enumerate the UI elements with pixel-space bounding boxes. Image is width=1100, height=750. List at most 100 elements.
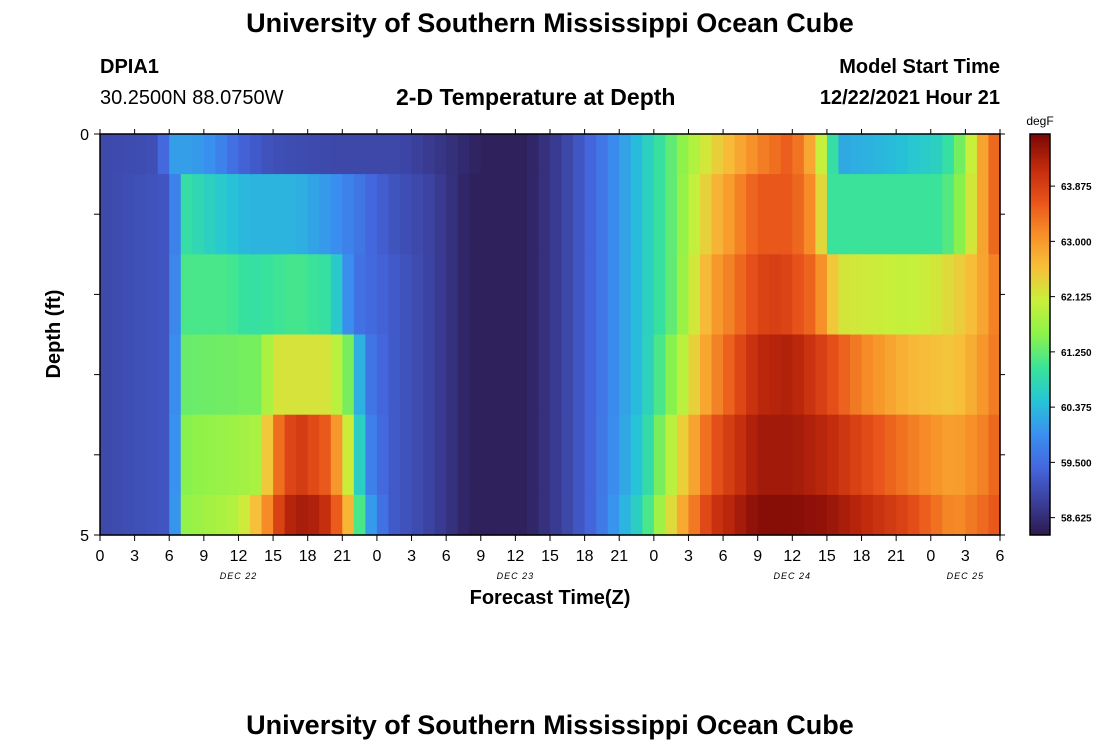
heatmap-cell — [861, 414, 874, 496]
heatmap-cell — [688, 174, 701, 255]
heatmap-cell — [607, 134, 620, 175]
heatmap-cell — [976, 334, 990, 416]
heatmap-cell — [538, 174, 551, 255]
heatmap-cell — [169, 334, 182, 416]
heatmap-cell — [584, 134, 597, 175]
heatmap-cell — [111, 134, 124, 175]
heatmap-cell — [123, 414, 136, 496]
heatmap-cell — [261, 414, 274, 496]
heatmap-cell — [457, 174, 470, 255]
heatmap-cell — [815, 134, 828, 175]
heatmap-cell — [561, 254, 574, 336]
x-tick-label: 6 — [165, 548, 174, 565]
heatmap-cell — [376, 494, 390, 536]
heatmap-cell — [238, 174, 251, 255]
heatmap-cell — [423, 174, 436, 255]
heatmap-cell — [434, 134, 447, 175]
heatmap-cell — [261, 254, 274, 336]
heatmap-cell — [423, 414, 436, 496]
heatmap-cell — [665, 254, 678, 336]
x-tick-label: 21 — [610, 548, 628, 565]
heatmap-cell — [411, 334, 424, 416]
heatmap-cell — [792, 254, 805, 336]
heatmap-cell — [111, 494, 124, 536]
heatmap-cell — [642, 134, 655, 175]
heatmap-cell — [919, 334, 932, 416]
heatmap-cell — [238, 254, 251, 336]
heatmap-cell — [792, 414, 805, 496]
heatmap-cell — [642, 254, 655, 336]
heatmap-cell — [296, 254, 309, 336]
heatmap-cell — [446, 414, 459, 496]
heatmap-cell — [792, 174, 805, 255]
heatmap-cell — [307, 174, 320, 255]
heatmap-cell — [838, 494, 851, 536]
heatmap-cell — [180, 254, 193, 336]
x-tick-label: 12 — [783, 548, 801, 565]
heatmap-cell — [953, 254, 966, 336]
heatmap-cell — [676, 334, 690, 416]
heatmap-cell — [930, 414, 943, 496]
heatmap-cell — [111, 414, 124, 496]
heatmap-cell — [469, 134, 482, 175]
heatmap-cell — [873, 174, 886, 255]
heatmap-cell — [850, 414, 863, 496]
heatmap-cell — [734, 134, 747, 175]
heatmap-cell — [780, 254, 793, 336]
heatmap-cell — [526, 414, 540, 496]
heatmap-cell — [734, 174, 747, 255]
heatmap-cell — [619, 254, 632, 336]
heatmap-cell — [746, 494, 759, 536]
heatmap-cell — [365, 174, 378, 255]
heatmap-cell — [376, 334, 390, 416]
heatmap-cell — [388, 494, 401, 536]
heatmap-cell — [411, 174, 424, 255]
heatmap-cell — [342, 334, 355, 416]
heatmap-cell — [353, 494, 366, 536]
heatmap-cell — [353, 334, 366, 416]
heatmap-cell — [976, 174, 990, 255]
heatmap-cell — [411, 134, 424, 175]
model-start-value: 12/22/2021 Hour 21 — [819, 87, 1000, 109]
x-tick-label: 18 — [853, 548, 871, 565]
heatmap-cell — [434, 414, 447, 496]
x-tick-label: 15 — [818, 548, 836, 565]
heatmap-cell — [400, 134, 413, 175]
heatmap-cell — [342, 494, 355, 536]
heatmap-cell — [965, 494, 978, 536]
heatmap-cell — [376, 134, 390, 175]
heatmap-cell — [180, 414, 193, 496]
station-coords: 30.2500N 88.0750W — [100, 87, 284, 109]
heatmap-cell — [515, 174, 528, 255]
heatmap-cell — [203, 414, 216, 496]
heatmap-cell — [826, 494, 840, 536]
heatmap-cell — [746, 414, 759, 496]
heatmap-cell — [388, 414, 401, 496]
heatmap-cell — [896, 254, 909, 336]
heatmap-cell — [688, 414, 701, 496]
heatmap-cell — [769, 134, 782, 175]
x-tick-label: 0 — [649, 548, 658, 565]
heatmap-cell — [446, 174, 459, 255]
heatmap-cell — [423, 494, 436, 536]
colorbar-tick-label: 59.500 — [1061, 458, 1092, 469]
heatmap-cell — [169, 254, 182, 336]
heatmap-cell — [850, 174, 863, 255]
heatmap-cell — [330, 334, 343, 416]
heatmap-cell — [134, 134, 147, 175]
heatmap-cell — [307, 254, 320, 336]
heatmap-cell — [607, 254, 620, 336]
heatmap-cell — [665, 174, 678, 255]
heatmap-cell — [850, 334, 863, 416]
heatmap-cell — [630, 494, 643, 536]
heatmap-cell — [838, 334, 851, 416]
heatmap-cell — [930, 254, 943, 336]
heatmap-cell — [550, 494, 563, 536]
heatmap-cell — [815, 174, 828, 255]
heatmap-cell — [746, 134, 759, 175]
heatmap-cell — [561, 134, 574, 175]
heatmap-cell — [619, 334, 632, 416]
heatmap-cell — [711, 254, 724, 336]
heatmap-cell — [653, 254, 666, 336]
heatmap-cell — [492, 174, 505, 255]
